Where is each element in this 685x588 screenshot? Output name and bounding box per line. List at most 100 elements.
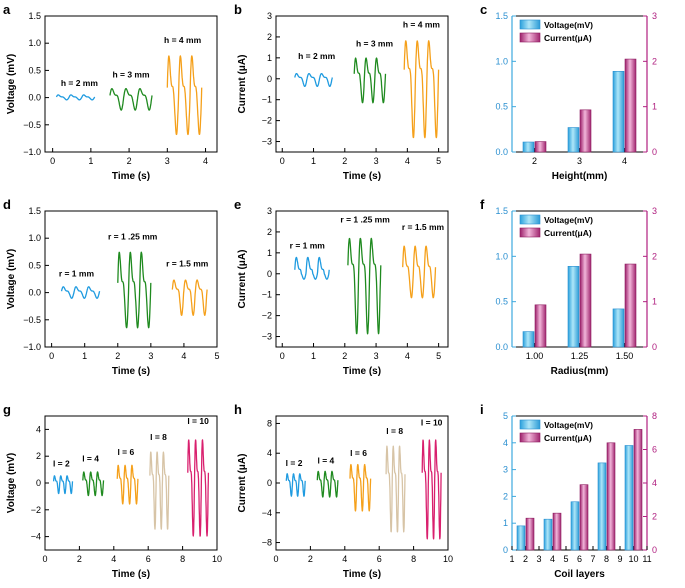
- y-tick-label: 3: [267, 11, 272, 21]
- x-tick-label: 4: [405, 351, 410, 361]
- panel-a: 0 1 2 3 4 −1.0 −0.5 0.0 0.5 1.0 1.5 Time (s) Voltage…: [3, 2, 218, 182]
- y-tick-label: 0: [267, 478, 272, 488]
- bar-current: [579, 109, 592, 153]
- legend-label-current: Current(μA): [544, 433, 592, 443]
- series-label: l = 2: [53, 458, 70, 468]
- series-label: h = 2 mm: [61, 78, 99, 88]
- y2-tick-label: 1: [652, 102, 657, 112]
- x-tick-label: 5: [563, 554, 568, 564]
- x-tick-label: 2: [77, 554, 82, 564]
- y-tick-label: −2: [31, 505, 41, 515]
- y2-tick-label: 2: [652, 251, 657, 261]
- x-tick-label: 9: [617, 554, 622, 564]
- series-line-2: [82, 471, 105, 497]
- bar-voltage: [624, 445, 634, 551]
- x-tick-label: 2: [342, 156, 347, 166]
- y-tick-label: 4: [503, 438, 508, 448]
- bar-current: [525, 517, 535, 551]
- y2-tick-label: 0: [652, 342, 657, 352]
- x-tick-label: 2: [523, 554, 528, 564]
- y-axis-label: Voltage (mV): [6, 54, 17, 114]
- series-line-3: [403, 40, 440, 139]
- series-line-3: [402, 245, 437, 299]
- legend-label-current: Current(μA): [544, 33, 592, 43]
- y-tick-label: 0: [267, 74, 272, 84]
- series-line-4: [149, 451, 170, 530]
- y-tick-label: −4: [262, 508, 272, 518]
- series-label: l = 10: [421, 418, 443, 428]
- x-tick-label: 2: [342, 351, 347, 361]
- y-tick-label: 0: [36, 478, 41, 488]
- y-tick-label: 1.5: [495, 11, 508, 21]
- y-tick-label: 2: [503, 491, 508, 501]
- x-tick-label: 10: [212, 554, 222, 564]
- bar-current: [606, 442, 616, 551]
- x-tick-label: 6: [577, 554, 582, 564]
- bar-current: [624, 263, 637, 348]
- bar-current: [579, 253, 592, 348]
- x-tick-label: 3: [148, 351, 153, 361]
- series-label: r = 1 .25 mm: [108, 231, 158, 241]
- x-axis-label: Time (s): [343, 171, 381, 182]
- y-tick-label: −4: [31, 532, 41, 542]
- x-tick-label: 4: [622, 156, 627, 166]
- x-tick-label: 7: [590, 554, 595, 564]
- panel-g: 0 2 4 6 8 10 −4 −2 0 2 4 Time (s) Voltage (mV) g l = 2…: [3, 402, 222, 580]
- series-label: r = 1 .25 mm: [340, 215, 390, 225]
- y-tick-label: 3: [503, 465, 508, 475]
- y-tick-label: −1: [262, 290, 272, 300]
- y-tick-label: 0.0: [495, 342, 508, 352]
- x-tick-label: 8: [180, 554, 185, 564]
- x-tick-label: 1.25: [571, 351, 589, 361]
- series-line-5: [187, 439, 210, 537]
- series-label: h = 3 mm: [112, 69, 150, 79]
- legend-label-voltage: Voltage(mV): [544, 215, 593, 225]
- panel-h: 0 2 4 6 8 10 −8 −4 0 4 8 Time (s) Current (μA) h l = 2…: [234, 402, 453, 580]
- x-tick-label: 10: [443, 554, 453, 564]
- series-line-3: [349, 463, 372, 512]
- bar-voltage: [522, 141, 535, 153]
- legend-label-voltage: Voltage(mV): [544, 420, 593, 430]
- legend-swatch-voltage: [519, 19, 541, 30]
- y-tick-label: 2: [267, 32, 272, 42]
- y-tick-label: 0.5: [28, 65, 41, 75]
- y-axis-label: Current (μA): [237, 55, 248, 114]
- y2-tick-label: 4: [652, 478, 657, 488]
- x-tick-label: 1: [311, 156, 316, 166]
- x-tick-label: 1: [509, 554, 514, 564]
- x-tick-label: 3: [374, 351, 379, 361]
- y-tick-label: 1.5: [28, 206, 41, 216]
- plot-frame: [275, 15, 449, 153]
- x-tick-label: 0: [280, 156, 285, 166]
- series-line-5: [421, 439, 442, 540]
- series-label: h = 4 mm: [164, 35, 202, 45]
- panel-label: b: [234, 2, 242, 17]
- x-tick-label: 0: [280, 351, 285, 361]
- y2-tick-label: 8: [652, 411, 657, 421]
- series-label: l = 2: [286, 458, 303, 468]
- panel-label: d: [3, 197, 11, 212]
- bar-voltage: [567, 266, 580, 348]
- x-tick-label: 6: [146, 554, 151, 564]
- series-label: h = 4 mm: [403, 20, 441, 30]
- y-axis-label: Current (μA): [237, 454, 248, 513]
- x-tick-label: 4: [203, 156, 208, 166]
- y-tick-label: 0.5: [495, 297, 508, 307]
- plot-frame: [275, 415, 449, 551]
- panel-e: 0 1 2 3 4 5 −3 −2 −1 0 1 2 3 Time (s) Current (μA) e r =…: [234, 197, 449, 377]
- y-tick-label: 5: [503, 411, 508, 421]
- series-label: h = 3 mm: [356, 38, 394, 48]
- series-label: l = 6: [350, 448, 367, 458]
- x-axis-label: Time (s): [112, 569, 150, 580]
- series-line-3: [166, 55, 203, 136]
- y-tick-label: −1.0: [23, 342, 41, 352]
- y-tick-label: −1: [262, 95, 272, 105]
- plot-frame: [44, 210, 218, 348]
- panel-label: h: [234, 402, 242, 417]
- x-tick-label: 0: [273, 554, 278, 564]
- x-tick-label: 0: [42, 554, 47, 564]
- plot-frame: [44, 15, 218, 153]
- bar-current: [534, 304, 547, 348]
- x-tick-label: 1.50: [616, 351, 634, 361]
